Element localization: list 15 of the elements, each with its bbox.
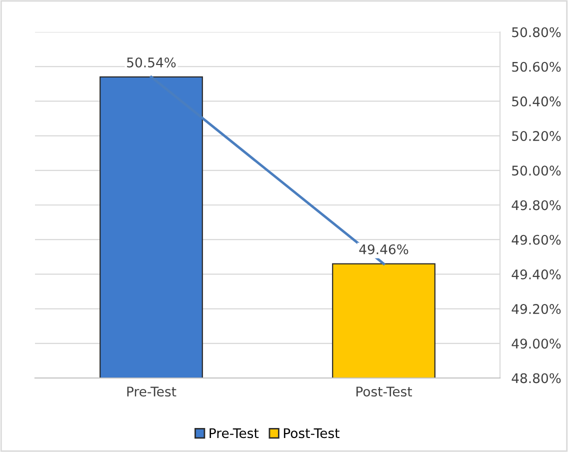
y-tick-label: 49.80%	[512, 200, 561, 210]
y-tick-label: 49.40%	[512, 269, 561, 280]
y-tick-label: 50.80%	[512, 27, 561, 38]
y-tick-label: 50.60%	[512, 62, 561, 72]
y-tick-label: 49.60%	[512, 234, 561, 245]
data-label: 49.46%	[359, 244, 408, 254]
legend-label: Pre-Test	[210, 428, 259, 438]
y-tick-label: 50.00%	[512, 166, 561, 176]
data-label: 50.54%	[127, 58, 176, 68]
legend-label: Post-Test	[284, 428, 340, 438]
y-tick-label: 49.00%	[512, 338, 561, 349]
y-tick-label: 48.80%	[512, 373, 561, 384]
y-tick-label: 50.20%	[512, 131, 561, 141]
y-tick-label: 49.20%	[512, 304, 561, 314]
y-tick-label: 50.40%	[512, 96, 561, 106]
